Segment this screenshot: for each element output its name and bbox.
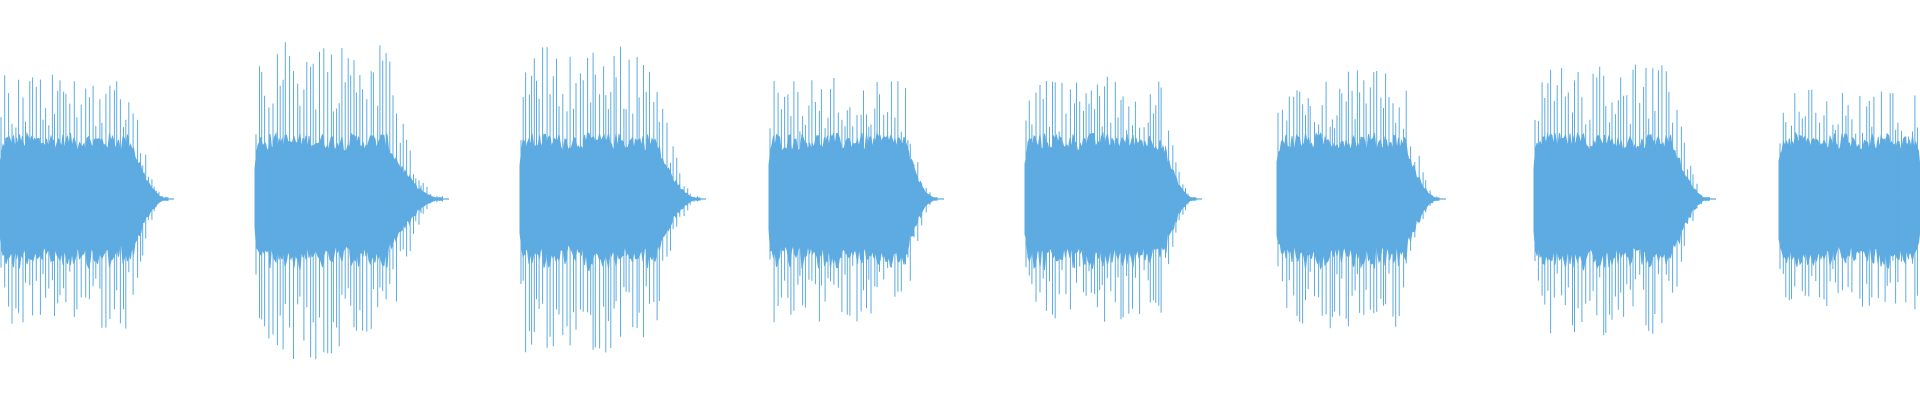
waveform-spikes [255, 42, 443, 360]
waveform-spikes [520, 46, 698, 353]
waveform-spikes [769, 78, 937, 323]
waveform-spikes [1779, 89, 1920, 310]
waveform-spikes [1277, 70, 1438, 329]
waveform-core [1778, 131, 1920, 269]
waveform-spikes [1025, 76, 1195, 322]
waveform-spikes [1534, 64, 1710, 335]
waveform-core [1533, 132, 1710, 271]
